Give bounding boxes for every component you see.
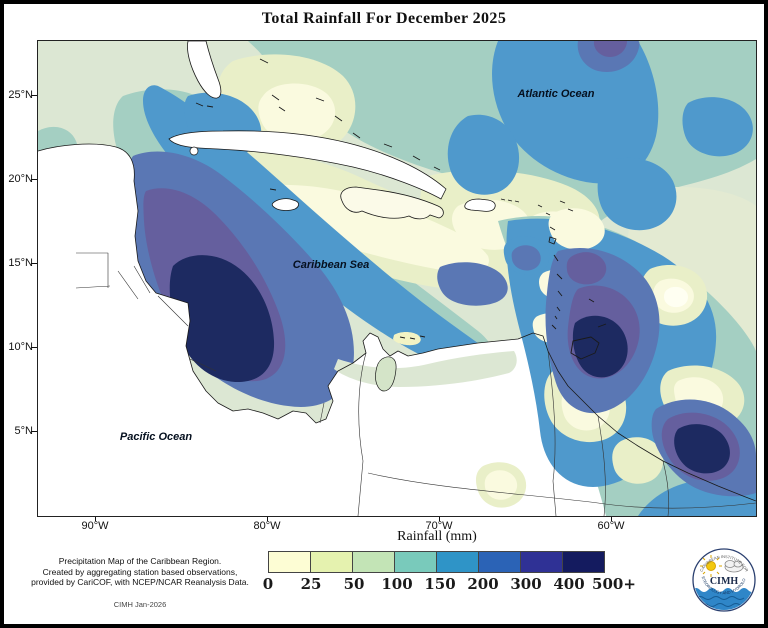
martinique [556,273,563,280]
legend-tick-300: 300 [510,575,542,593]
mainland-coastline [37,143,757,502]
legend-swatch-50-100 [352,551,395,573]
lat-tick-15n [31,263,37,264]
lon-label-70w: 70°W [425,520,453,532]
isla-juventud [189,146,199,156]
credits-line-1: Precipitation Map of the Caribbean Regio… [58,556,222,566]
cimh-logo: CIMH CARIBBEAN INSTITUTE FOR METEOROLOGY… [690,546,756,612]
lat-label-25n: 25°N [8,89,33,101]
puerto-rico [464,198,496,212]
legend-tick-150: 150 [424,575,456,593]
small-islands [195,58,607,360]
rainfall-map-canvas: Atlantic Ocean Caribbean Sea Pacific Oce… [37,40,757,517]
credits-line-3: provided by CariCOF, with NCEP/NCAR Rean… [31,577,249,587]
legend-tick-400: 400 [553,575,585,593]
country-borders [75,252,757,517]
lon-label-80w: 80°W [253,520,281,532]
legend-title: Rainfall (mm) [397,529,477,544]
logo-cloud [724,560,744,573]
lat-tick-5n [31,431,37,432]
cuba [168,130,447,200]
legend-tick-25: 25 [300,575,322,593]
legend-tick-200: 200 [467,575,499,593]
pacific-ocean-label: Pacific Ocean [120,431,192,443]
trinidad [570,336,600,360]
bahamas-islands [259,58,441,171]
legend-swatch-400-500 [562,551,605,573]
guadeloupe [548,236,557,245]
lat-label-20n: 20°N [8,173,33,185]
atlantic-ocean-label: Atlantic Ocean [516,88,594,100]
page-title: Total Rainfall For December 2025 [261,10,507,27]
hispaniola [340,186,444,220]
legend-tick-500: 500+ [592,575,636,593]
lat-label-10n: 10°N [8,341,33,353]
florida [187,40,222,99]
dominica [553,254,559,262]
barbados [588,298,595,303]
legend-swatch-100-150 [394,551,437,573]
lon-tick-70w [439,515,440,521]
lat-tick-20n [31,179,37,180]
lon-tick-90w [95,515,96,521]
southeast-shaded-land-and-sea [334,208,756,516]
legend-tick-0: 0 [262,575,274,593]
caribbean-sea-label: Caribbean Sea [293,259,369,271]
logo-waves [695,596,745,607]
lon-tick-60w [611,515,612,521]
virgin-islands [500,198,520,203]
legend-tick-100: 100 [381,575,413,593]
logo-acronym: CIMH [710,576,739,587]
legend-swatch-0-25 [268,551,311,573]
legend-swatch-25-50 [310,551,353,573]
coastlines-and-borders [37,58,757,517]
grenada [551,324,557,330]
aruba-curacao-bonaire [399,335,426,340]
lon-label-90w: 90°W [81,520,109,532]
florida-keys [195,102,214,108]
st-lucia [557,290,563,297]
logo-sun [700,555,722,577]
legend-swatch-200-300 [478,551,521,573]
lon-label-60w: 60°W [597,520,625,532]
legend-swatch-150-200 [436,551,479,573]
tobago [597,323,607,328]
issuer-stamp: CIMH Jan-2026 [113,600,167,609]
legend-colorbar [268,551,605,573]
credits-line-2: Created by aggregating station based obs… [42,566,238,577]
jamaica [271,198,299,211]
legend-swatch-300-400 [520,551,563,573]
lon-tick-80w [267,515,268,521]
map-area: Atlantic Ocean Caribbean Sea Pacific Oce… [37,40,757,517]
ocean-labels: Atlantic Ocean Caribbean Sea Pacific Oce… [120,88,595,443]
legend-tick-50: 50 [343,575,365,593]
lat-label-15n: 15°N [8,257,33,269]
cayman-islands [269,188,277,191]
lat-label-5n: 5°N [14,425,33,437]
leeward-islands [537,200,574,231]
credits-block: Precipitation Map of the Caribbean Regio… [20,556,260,588]
lat-tick-10n [31,347,37,348]
lat-tick-25n [31,95,37,96]
st-vincent-grenadines [554,306,561,320]
